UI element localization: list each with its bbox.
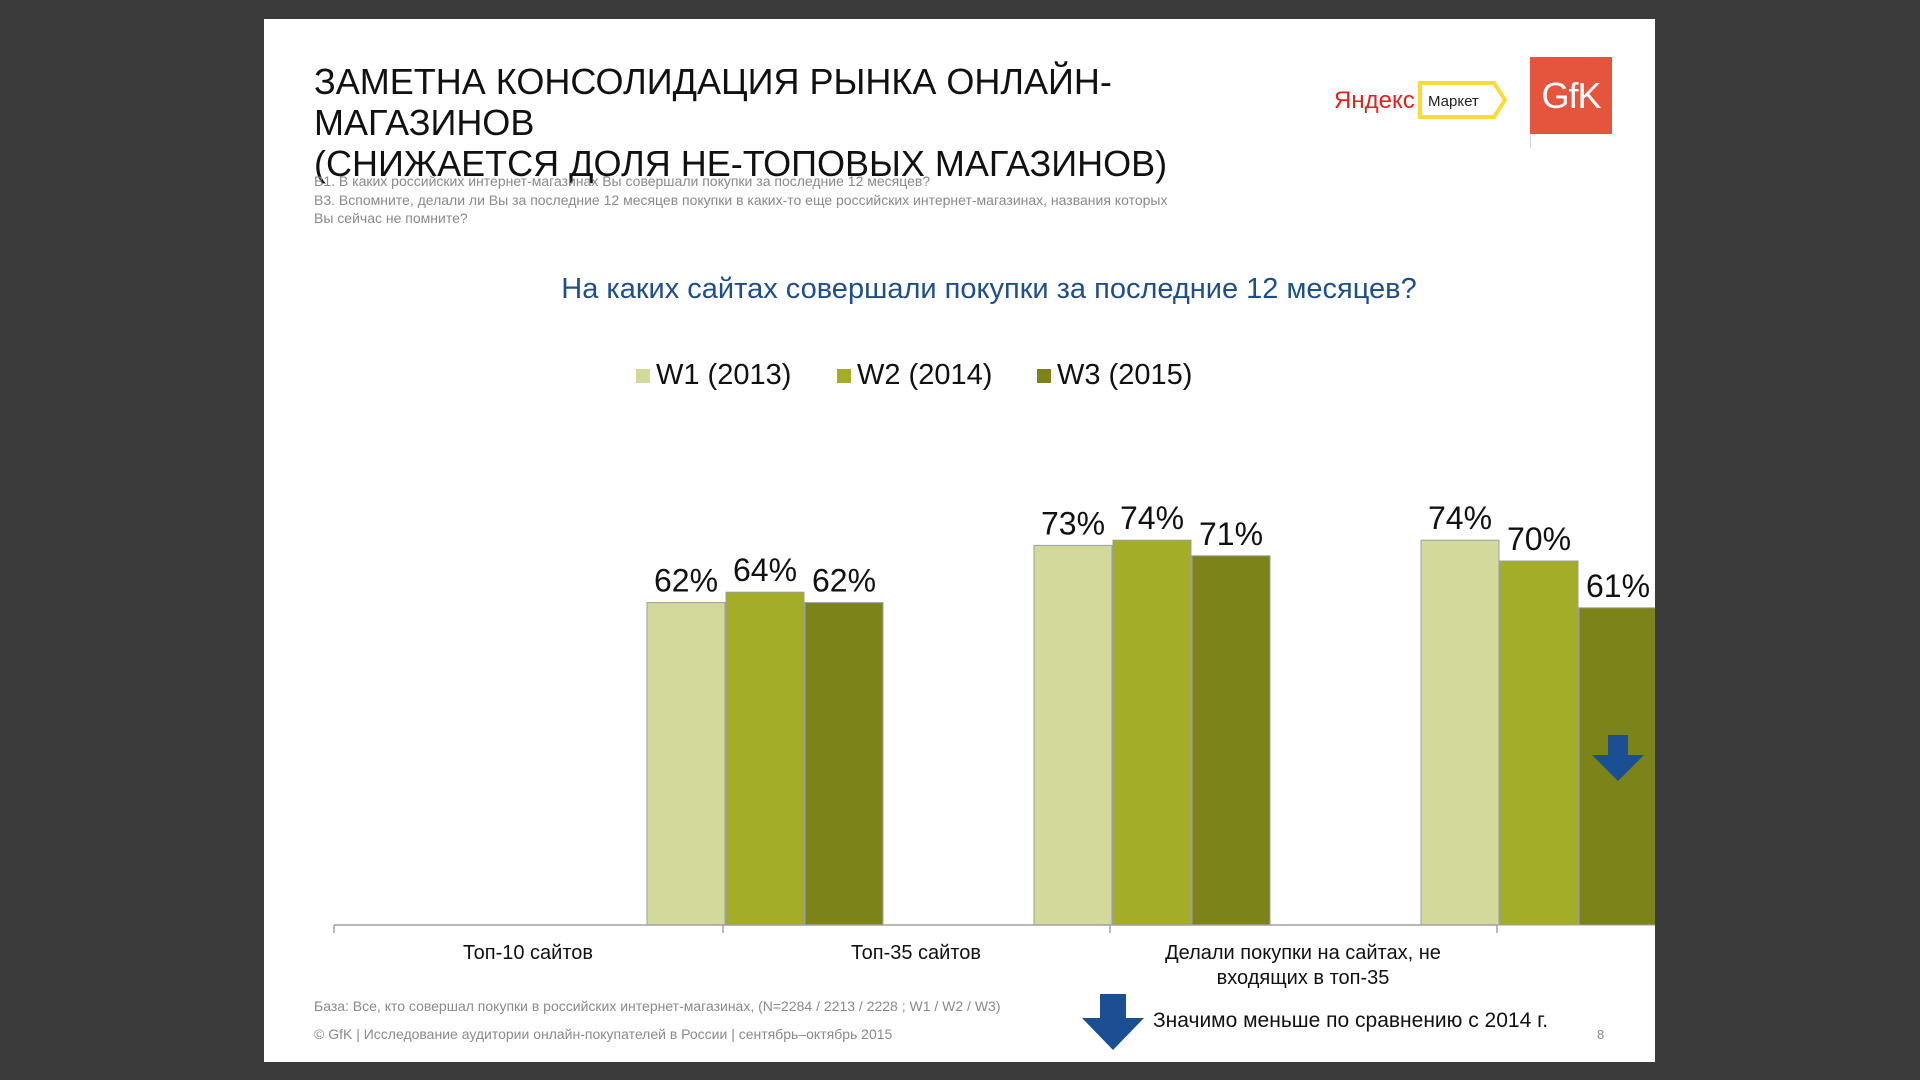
chart-title: На каких сайтах совершали покупки за пос…: [561, 273, 1416, 305]
significance-legend: Значимо меньше по сравнению с 2014 г.: [1153, 1009, 1549, 1032]
significance-arrow-icon-bar-1: [1592, 735, 1644, 781]
bar-label-1-3: 62%: [812, 563, 876, 599]
legend-swatch-3: [1037, 369, 1051, 383]
category-label-3-line-2: входящих в топ-35: [1217, 967, 1390, 989]
bar-3-series-2: [1499, 560, 1579, 926]
legend-label-3: W3 (2015): [1057, 359, 1192, 391]
market-logo-shape: [1418, 81, 1508, 119]
bar-label-3-1: 74%: [1428, 500, 1492, 536]
title-line-2: (СНИЖАЕТСЯ ДОЛЯ НЕ-ТОПОВЫХ МАГАЗИНОВ): [314, 143, 1168, 184]
bar-label-1-1: 62%: [654, 563, 718, 599]
title-line-1: ЗАМЕТНА КОНСОЛИДАЦИЯ РЫНКА ОНЛАЙН-МАГАЗИ…: [314, 61, 1112, 143]
legend-swatch-1: [636, 369, 650, 383]
bar-label-1-2: 64%: [733, 552, 797, 588]
bar-chart: На каких сайтах совершали покупки за пос…: [333, 273, 1655, 989]
bar-1-series-3: [804, 602, 884, 926]
chart-legend: W1 (2013) W2 (2014) W3 (2015): [636, 359, 1192, 391]
significance-arrow-icon: [1082, 994, 1144, 1050]
legend-label-2: W2 (2014): [857, 359, 992, 391]
footer-copyright: © GfK | Исследование аудитории онлайн-по…: [314, 1026, 893, 1042]
bar-2-series-2: [1112, 539, 1192, 926]
bar-label-3-3: 61%: [1586, 568, 1650, 604]
slide: ЗАМЕТНА КОНСОЛИДАЦИЯ РЫНКА ОНЛАЙН-МАГАЗИ…: [264, 19, 1655, 1062]
survey-questions: В1. В каких российских интернет-магазина…: [314, 172, 1314, 228]
category-label-3-line-1: Делали покупки на сайтах, не: [1165, 942, 1441, 964]
legend-swatch-2: [837, 369, 851, 383]
category-label-1: Топ-10 сайтов: [463, 942, 593, 964]
bar-label-3-2: 70%: [1507, 521, 1571, 557]
category-label-2: Топ-35 сайтов: [851, 942, 981, 964]
bar-1-series-2: [725, 591, 805, 926]
bar-1-series-1: [646, 602, 726, 926]
bar-2-series-3: [1191, 555, 1271, 926]
gfk-logo: GfK: [1530, 57, 1612, 134]
page-number: 8: [1597, 1027, 1605, 1042]
x-axis: Топ-10 сайтов Топ-35 сайтов Делали покупки…: [333, 924, 1498, 989]
bar-label-2-2: 74%: [1120, 500, 1184, 536]
question-line-3: Вы сейчас не помните?: [314, 210, 468, 226]
question-line-2: В3. Вспомните, делали ли Вы за последние…: [314, 191, 1168, 208]
slide-title: ЗАМЕТНА КОНСОЛИДАЦИЯ РЫНКА ОНЛАЙН-МАГАЗИ…: [314, 61, 1324, 184]
base-note: База: Все, кто совершал покупки в россий…: [314, 998, 1001, 1014]
bar-3-series-1: [1420, 539, 1500, 926]
bar-label-2-1: 73%: [1041, 505, 1105, 541]
yandex-market-logo: Яндекс Маркет: [1334, 81, 1508, 119]
chart-bars: 62% 64% 62% 73% 74% 71% 74% 70% 61%: [646, 500, 1655, 926]
market-logo-text: Маркет: [1428, 93, 1479, 110]
bar-label-2-3: 71%: [1199, 516, 1263, 552]
question-line-1: В1. В каких российских интернет-магазина…: [314, 173, 931, 189]
legend-label-1: W1 (2013): [656, 359, 791, 391]
bar-2-series-1: [1033, 544, 1113, 926]
yandex-logo-text: Яндекс: [1334, 87, 1415, 114]
